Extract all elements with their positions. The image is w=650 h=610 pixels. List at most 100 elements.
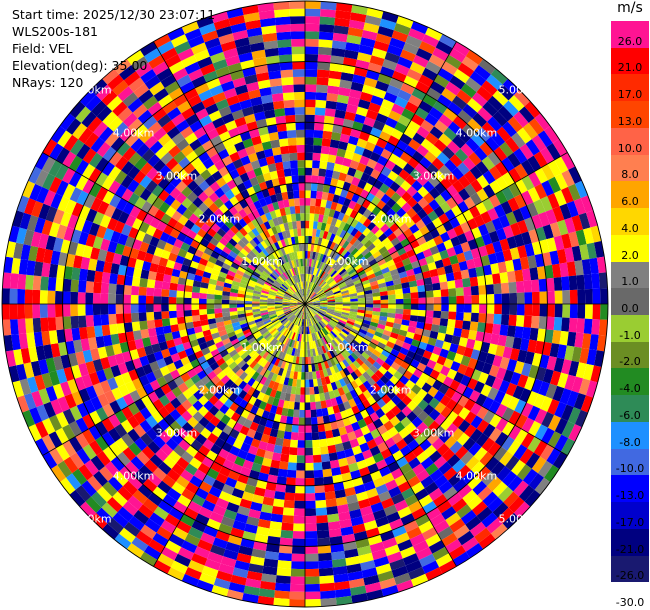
velocity-gate [404, 336, 414, 345]
velocity-gate [311, 283, 316, 291]
velocity-gate [214, 299, 222, 304]
velocity-gate [405, 268, 415, 277]
velocity-gate [320, 222, 327, 231]
velocity-gate [297, 302, 305, 304]
velocity-gate [340, 287, 349, 293]
velocity-gate [403, 355, 413, 365]
velocity-gate [35, 152, 50, 170]
velocity-gate [345, 279, 354, 286]
velocity-gate [319, 305, 328, 308]
velocity-gate [246, 242, 255, 251]
velocity-gate [129, 349, 140, 361]
velocity-gate [243, 435, 254, 446]
velocity-gate [274, 299, 283, 302]
velocity-gate [267, 124, 278, 134]
velocity-gate [329, 281, 337, 288]
velocity-gate [20, 347, 31, 364]
velocity-gate [322, 317, 330, 324]
velocity-gate [350, 306, 358, 310]
velocity-gate [531, 134, 547, 152]
velocity-gate [246, 411, 256, 422]
velocity-gate [164, 266, 174, 276]
velocity-gate [170, 34, 188, 48]
velocity-gate [463, 304, 472, 313]
velocity-gate [67, 214, 79, 230]
velocity-gate [364, 15, 382, 26]
velocity-gate [267, 296, 276, 300]
velocity-gate [321, 283, 329, 290]
velocity-gate [544, 264, 554, 279]
velocity-gate [232, 77, 247, 88]
velocity-gate [229, 296, 238, 301]
velocity-gate [377, 441, 389, 453]
velocity-gate [394, 313, 403, 320]
velocity-gate [445, 326, 455, 336]
velocity-gate [276, 311, 284, 315]
velocity-gate [305, 417, 312, 426]
velocity-gate [325, 313, 333, 318]
velocity-gate [297, 258, 302, 267]
velocity-gate [238, 218, 248, 228]
velocity-gate [50, 125, 66, 144]
velocity-gate [289, 302, 298, 304]
velocity-gate [297, 371, 302, 380]
velocity-gate [464, 183, 477, 197]
velocity-gate [133, 170, 147, 184]
velocity-gate [354, 113, 366, 124]
velocity-gate [292, 538, 305, 547]
velocity-gate [371, 548, 387, 561]
velocity-gate [52, 208, 65, 225]
velocity-gate [344, 448, 355, 458]
velocity-gate [191, 494, 206, 507]
velocity-gate [542, 224, 554, 240]
velocity-gate [332, 226, 339, 235]
velocity-gate [362, 218, 372, 228]
velocity-gate [398, 169, 410, 181]
velocity-gate [247, 282, 256, 288]
velocity-gate [281, 273, 288, 281]
velocity-gate [491, 377, 504, 391]
velocity-gate [234, 37, 250, 48]
velocity-gate [539, 304, 548, 317]
velocity-gate [24, 198, 37, 216]
velocity-gate [265, 443, 276, 453]
velocity-gate [441, 506, 457, 520]
velocity-gate [175, 192, 187, 204]
velocity-gate [192, 320, 202, 328]
velocity-gate [168, 61, 185, 75]
velocity-gate [300, 326, 303, 335]
velocity-gate [211, 11, 229, 24]
velocity-gate [453, 327, 463, 338]
velocity-gate [335, 305, 343, 308]
velocity-gate [336, 450, 347, 460]
velocity-gate [320, 329, 326, 337]
velocity-gate [222, 286, 231, 293]
velocity-gate [394, 474, 408, 487]
velocity-gate [305, 197, 311, 206]
velocity-gate [326, 506, 339, 515]
velocity-gate [212, 479, 225, 491]
velocity-gate [411, 260, 421, 269]
velocity-gate [101, 324, 111, 336]
velocity-gate [408, 28, 426, 42]
velocity-gate [176, 168, 189, 181]
velocity-gate [277, 351, 284, 360]
velocity-gate [237, 289, 246, 295]
velocity-gate [108, 304, 116, 315]
velocity-gate [311, 317, 316, 325]
velocity-gate [492, 111, 508, 127]
velocity-gate [342, 118, 355, 129]
velocity-gate [290, 306, 299, 311]
velocity-gate [394, 175, 406, 187]
velocity-gate [418, 297, 427, 304]
velocity-gate [296, 282, 301, 290]
velocity-gate [320, 453, 330, 463]
velocity-gate [261, 573, 277, 583]
velocity-gate [549, 370, 562, 386]
velocity-gate [297, 325, 301, 334]
velocity-gate [81, 480, 97, 497]
velocity-gate [320, 337, 326, 346]
velocity-gate [383, 504, 398, 517]
velocity-gate [253, 290, 262, 295]
